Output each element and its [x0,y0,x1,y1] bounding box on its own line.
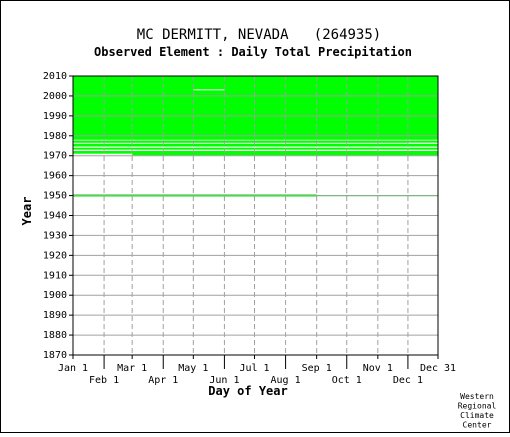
y-axis-label: Year [20,197,34,226]
y-tick-label-1960: 1960 [43,171,67,182]
y-tick-label-1920: 1920 [43,250,67,261]
x-tick-label-8: Apr 1 [148,375,178,386]
credit-line-0: Western [460,392,494,401]
y-tick-label-1980: 1980 [43,131,67,142]
y-tick-label-1910: 1910 [43,270,67,281]
y-tick-label-1970: 1970 [43,151,67,162]
plot-area [72,75,439,356]
y-tick-label-1870: 1870 [43,350,67,361]
record-gap-2 [73,149,438,151]
credit-line-1: Regional [458,402,497,411]
y-tick-label-1880: 1880 [43,330,67,341]
y-tick-label-1890: 1890 [43,310,67,321]
y-tick-label-1940: 1940 [43,211,67,222]
x-tick-label-11: Oct 1 [332,375,362,386]
observed-band-1 [73,140,438,143]
credit-line-3: Center [463,421,492,430]
observed-band-2 [73,143,438,147]
x-tick-label-2: May 1 [178,363,208,374]
y-tick-label-2010: 2010 [43,71,67,82]
chart-title: MC DERMITT, NEVADA (264935) [137,27,381,43]
x-tick-label-10: Aug 1 [271,375,301,386]
observed-band-4 [132,150,438,156]
y-tick-label-1950: 1950 [43,191,67,202]
x-tick-label-3: Jul 1 [239,363,269,374]
record-gap-0 [193,89,225,91]
y-tick-label-1930: 1930 [43,230,67,241]
x-tick-label-6: Dec 31 [420,363,456,374]
observed-band-0 [73,76,438,140]
x-tick-label-9: Jun 1 [209,375,239,386]
x-tick-label-4: Sep 1 [302,363,332,374]
record-gap-1 [407,142,438,144]
x-tick-label-7: Feb 1 [89,375,119,386]
x-tick-label-1: Mar 1 [117,363,147,374]
y-axis: 1870 1880 1890 1900 1910 1920 1930 1940 1950 1960… [43,71,73,361]
chart-subtitle: Observed Element : Daily Total Precipita… [94,45,412,59]
credit-line-2: Climate [460,411,494,420]
y-tick-label-2000: 2000 [43,91,67,102]
x-axis: Jan 1 Mar 1 May 1 Jul 1 Sep 1 Nov 1 Dec 31 Feb … [58,355,456,386]
y-tick-label-1990: 1990 [43,111,67,122]
x-tick-label-0: Jan 1 [58,363,88,374]
observed-band-5 [73,150,133,154]
y-tick-label-1900: 1900 [43,290,67,301]
x-tick-label-5: Nov 1 [363,363,393,374]
x-tick-label-12: Dec 1 [393,375,423,386]
observed-band-3 [73,147,438,150]
x-axis-label: Day of Year [208,384,287,398]
